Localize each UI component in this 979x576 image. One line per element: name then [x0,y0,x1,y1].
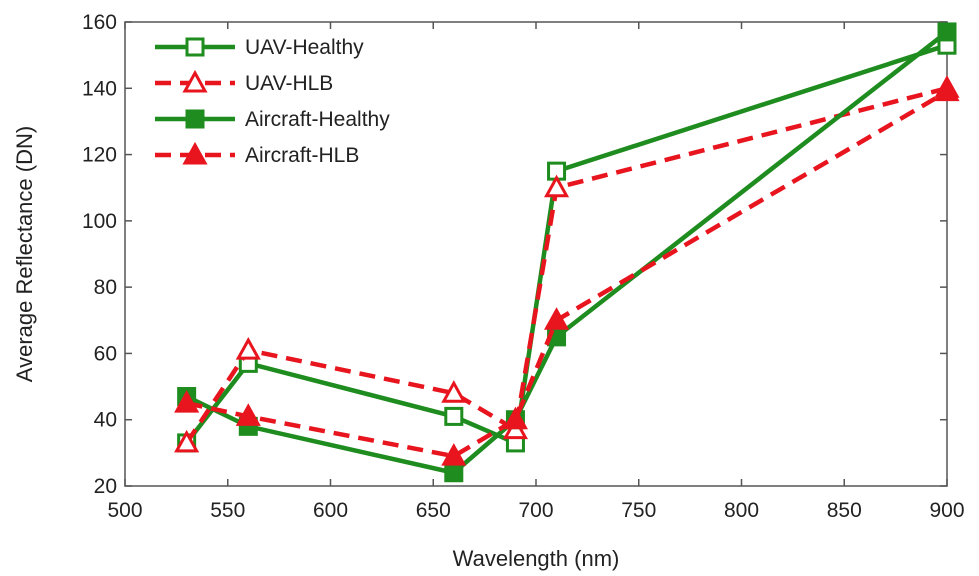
y-tick-label: 160 [82,11,117,34]
series-aircraft-hlb [174,78,960,466]
data-point [235,403,261,426]
y-tick-label: 100 [82,210,117,233]
series-line [184,43,948,446]
legend-marker [182,141,208,165]
legend-label: UAV-Healthy [245,36,364,59]
data-point [441,443,467,466]
data-point [235,337,261,360]
y-tick-label: 140 [82,77,117,100]
legend-marker [182,69,208,93]
data-point [174,390,200,413]
data-point [174,429,200,453]
x-tick-label: 700 [518,499,553,522]
legend-label: Aircraft-Healthy [245,108,390,131]
series-line [184,86,948,445]
series-line [186,89,949,459]
x-tick-label: 850 [827,499,862,522]
y-tick-label: 60 [94,342,117,365]
x-tick-label: 750 [621,499,656,522]
legend-item: UAV-HLB [155,69,333,95]
data-point [502,406,528,430]
y-axis-title: Average Reflectance (DN) [12,126,37,382]
legend-label: Aircraft-HLB [245,144,359,167]
legend: UAV-Healthy UAV-HLB Aircraft-Healthy Aircra… [155,36,390,167]
legend-label: UAV-HLB [245,72,333,95]
series-line [185,30,949,475]
data-point [937,22,957,42]
x-tick-label: 800 [724,499,759,522]
y-tick-label: 20 [94,475,117,498]
legend-item: UAV-Healthy [155,36,364,59]
x-tick-label: 650 [416,499,451,522]
y-tick-label: 120 [82,144,117,167]
data-point [934,78,960,102]
legend-marker [185,37,205,57]
y-tick-label: 80 [94,276,117,299]
series-layer [174,22,960,483]
legend-marker [185,109,205,129]
legend-item: Aircraft-Healthy [155,108,390,131]
data-point [441,380,467,403]
x-tick-label: 550 [210,499,245,522]
legend-item: Aircraft-HLB [155,141,359,167]
data-point [444,406,464,426]
y-tick-label: 40 [94,409,117,432]
x-tick-label: 900 [929,499,964,522]
data-point [444,463,464,483]
x-tick-label: 500 [107,499,142,522]
x-axis-title: Wavelength (nm) [453,546,620,571]
data-point [544,307,570,330]
plot-area [124,21,948,487]
axis-ticks: 500 550 600 650 700 750 800 850 900 20 40 60 80 100 12… [82,11,965,522]
data-point [544,174,570,198]
x-tick-label: 600 [313,499,348,522]
